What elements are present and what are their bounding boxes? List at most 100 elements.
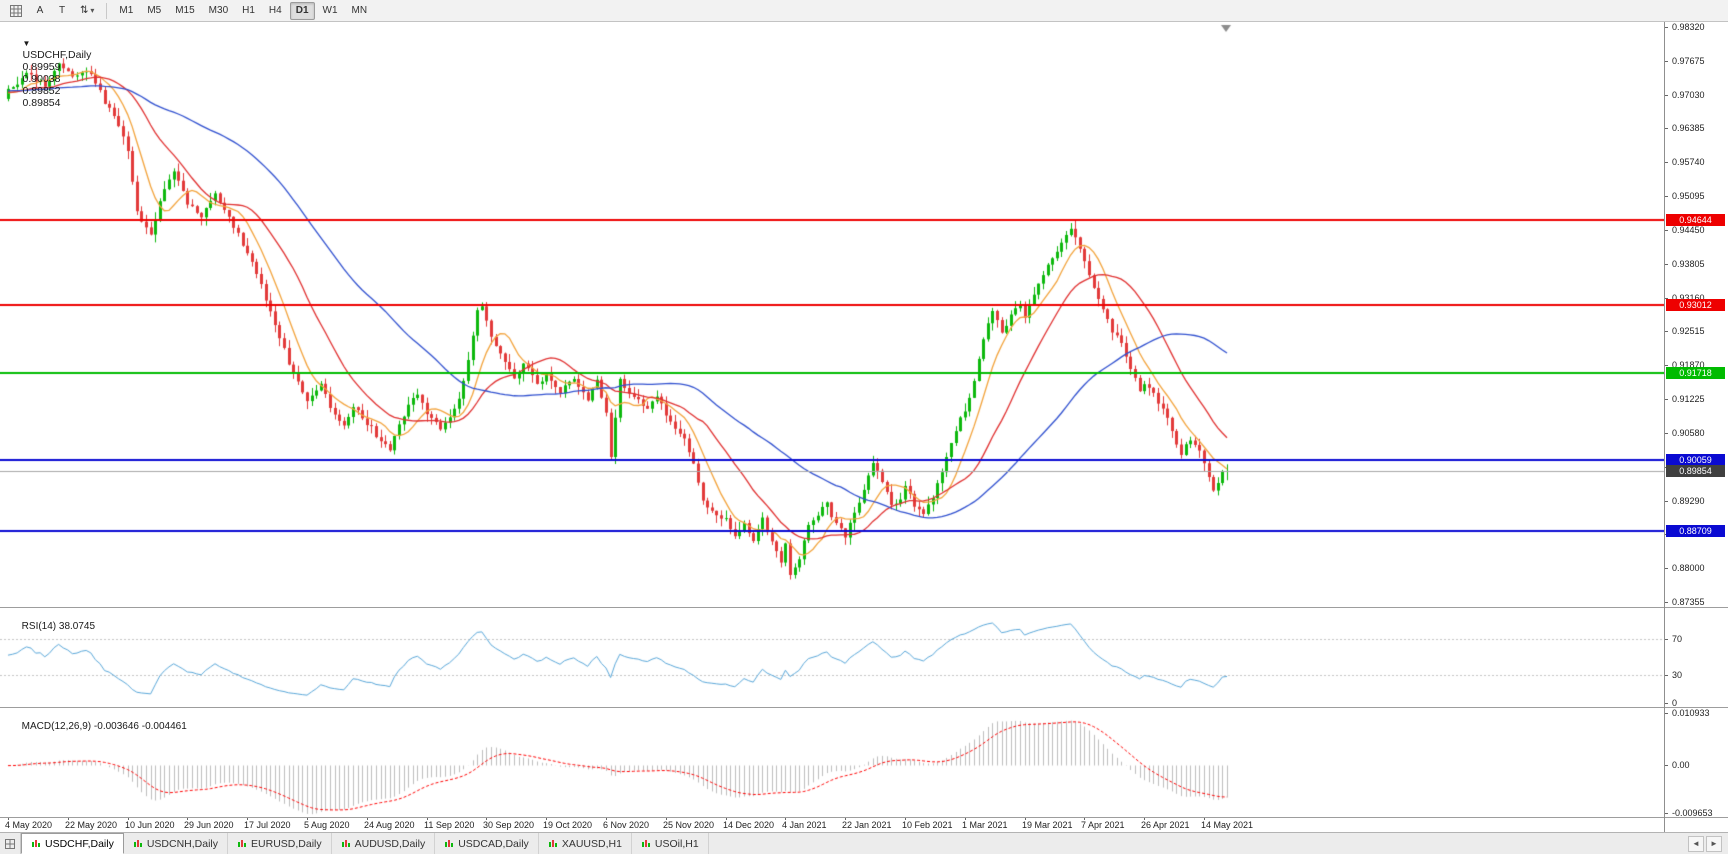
date-tick-label: 10 Jun 2020 [125, 820, 175, 830]
symbol-tab-eurusd-daily[interactable]: EURUSD,Daily [228, 833, 332, 854]
symbol-tab-usdcad-daily[interactable]: USDCAD,Daily [435, 833, 539, 854]
rsi-name: RSI(14) [21, 621, 57, 632]
date-tick-mark [307, 817, 308, 820]
price-level-badge: 0.94644 [1666, 213, 1725, 226]
price-tick-label: 0.98320 [1672, 22, 1705, 32]
ohlc-open: 0.89959 [22, 61, 61, 73]
axis-tick-mark [1665, 765, 1668, 767]
date-tick-label: 25 Nov 2020 [663, 820, 715, 830]
timeframe-button-m1[interactable]: M1 [113, 2, 139, 20]
up-down-arrows-icon: ⇅ [80, 5, 89, 16]
toolbar-separator [106, 2, 108, 19]
price-axis[interactable]: 0.98320 0.97675 0.97030 0.96385 0.95740 0.950… [1665, 22, 1728, 832]
grid-view-button[interactable] [4, 2, 28, 20]
symbol-dropdown-icon[interactable]: ▼ [22, 39, 31, 48]
price-tick-label: 0.00 [1672, 760, 1690, 771]
date-tick-label: 14 May 2021 [1201, 820, 1254, 830]
timeframe-button-m15[interactable]: M15 [169, 2, 200, 20]
date-tick-mark [905, 817, 906, 820]
axis-tick-mark [1665, 399, 1668, 401]
price-tick-label: 0.97030 [1672, 89, 1705, 100]
price-tick-label: 30 [1672, 670, 1683, 681]
date-tick-mark [68, 817, 69, 820]
axis-tick-mark [1665, 568, 1668, 570]
price-level-badge: 0.93012 [1666, 299, 1725, 312]
date-tick-mark [845, 817, 846, 820]
date-axis[interactable]: 4 May 2020 22 May 2020 10 Jun 2020 29 Jun 2… [0, 817, 1664, 832]
candlestick-icon [31, 839, 41, 849]
chart-area: ▼ USDCHF,Daily 0.89959 0.90038 0.89852 0… [0, 22, 1728, 832]
price-tick-label: 0.96385 [1672, 123, 1705, 134]
macd-indicator-label: MACD(12,26,9) -0.003646 -0.004461 [5, 710, 187, 743]
price-tick-label: 0.87355 [1672, 597, 1705, 607]
chevron-down-icon: ▾ [90, 6, 95, 15]
candlestick-icon [133, 839, 143, 849]
tab-label: USOil,H1 [654, 837, 699, 850]
date-tick-label: 10 Feb 2021 [902, 820, 953, 830]
axis-tick-mark [1665, 94, 1668, 96]
date-tick-mark [785, 817, 786, 820]
date-tick-mark [965, 817, 966, 820]
symbol-tab-usdcnh-daily[interactable]: USDCNH,Daily [124, 833, 229, 854]
date-tick-label: 19 Oct 2020 [543, 820, 593, 830]
candlestick-icon [237, 839, 247, 849]
price-tick-label: 0.91225 [1672, 394, 1705, 405]
text-tool-button[interactable]: T [52, 2, 72, 20]
symbol-tab-audusd-daily[interactable]: AUDUSD,Daily [332, 833, 436, 854]
tab-label: EURUSD,Daily [251, 837, 322, 850]
rsi-chart-canvas[interactable] [0, 607, 1664, 707]
cursor-a-button[interactable]: A [30, 2, 50, 20]
tab-scroll-arrows: ◄ ► [1688, 833, 1728, 854]
charts-list-button[interactable] [0, 833, 21, 854]
date-tick-label: 6 Nov 2020 [603, 820, 650, 830]
axis-tick-mark [1665, 602, 1668, 603]
symbol-tab-xauusd-h1[interactable]: XAUUSD,H1 [539, 833, 632, 854]
main-chart-canvas[interactable] [0, 22, 1664, 607]
macd-chart-canvas[interactable] [0, 707, 1664, 817]
timeframe-button-d1[interactable]: D1 [289, 1, 315, 20]
date-tick-label: 17 Jul 2020 [244, 820, 291, 830]
current-price-badge: 0.89854 [1666, 464, 1725, 477]
price-tick-label: 0.95740 [1672, 157, 1705, 168]
timeframe-button-m30[interactable]: M30 [203, 2, 234, 20]
timeframe-group: M1 M5 M15 M30 H1 H4 D1 W1 MN [112, 1, 374, 20]
date-tick-label: 4 Jan 2021 [782, 820, 827, 830]
price-tick-label: 0.93805 [1672, 258, 1705, 269]
chart-title: ▼ USDCHF,Daily 0.89959 0.90038 0.89852 0… [5, 25, 94, 121]
panel-divider[interactable] [0, 817, 1728, 818]
price-tick-label: 0.010933 [1672, 708, 1710, 718]
date-tick-label: 1 Mar 2021 [962, 820, 1008, 830]
price-tick-label: 0.93160 [1672, 292, 1705, 303]
timeframe-button-h1[interactable]: H1 [236, 2, 261, 20]
price-scale-separator [1664, 22, 1665, 832]
symbol-tab-usdchf-daily[interactable]: USDCHF,Daily [21, 833, 124, 854]
axis-tick-mark [1665, 675, 1668, 677]
date-tick-mark [1204, 817, 1205, 820]
date-tick-mark [546, 817, 547, 820]
timeframe-button-h4[interactable]: H4 [263, 2, 288, 20]
tab-label: USDCHF,Daily [45, 837, 114, 850]
date-tick-mark [187, 817, 188, 820]
panel-divider[interactable] [0, 707, 1728, 708]
date-tick-label: 7 Apr 2021 [1081, 820, 1125, 830]
timeframe-button-mn[interactable]: MN [346, 2, 374, 20]
symbol-tab-usoil-h1[interactable]: USOil,H1 [632, 833, 709, 854]
date-tick-mark [8, 817, 9, 820]
date-tick-label: 22 Jan 2021 [842, 820, 892, 830]
date-tick-mark [128, 817, 129, 820]
tab-label: XAUUSD,H1 [561, 837, 622, 850]
panel-divider[interactable] [0, 607, 1728, 608]
tabs-scroll-right-button[interactable]: ► [1706, 835, 1722, 852]
tab-label: USDCNH,Daily [146, 837, 219, 850]
order-arrows-dropdown-button[interactable]: ⇅ ▾ [74, 2, 100, 20]
timeframe-button-w1[interactable]: W1 [317, 2, 344, 20]
tabs-scroll-left-button[interactable]: ◄ [1688, 835, 1704, 852]
chart-symbol-label: USDCHF,Daily [22, 49, 92, 61]
price-tick-label: 0.92515 [1672, 326, 1705, 337]
timeframe-button-m5[interactable]: M5 [141, 2, 167, 20]
date-tick-mark [666, 817, 667, 820]
price-tick-label: 0.95095 [1672, 191, 1705, 202]
axis-tick-mark [1665, 263, 1668, 265]
grid-icon [10, 4, 22, 17]
date-tick-label: 14 Dec 2020 [723, 820, 775, 830]
